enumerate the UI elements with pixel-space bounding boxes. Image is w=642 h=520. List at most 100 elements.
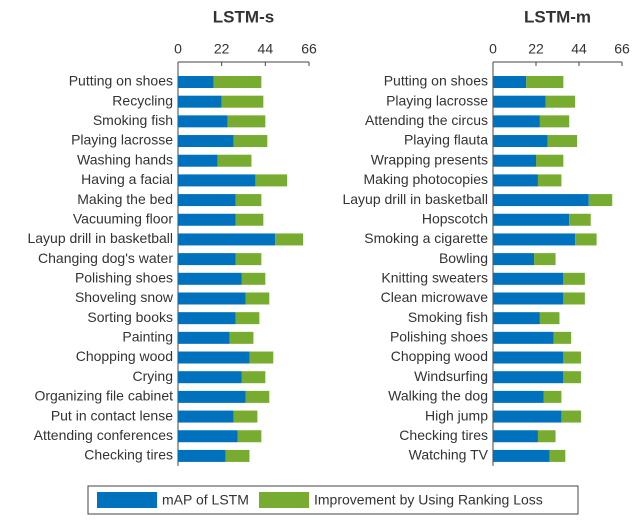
y-tick-label: Polishing shoes bbox=[390, 329, 488, 345]
bar-segment bbox=[249, 351, 274, 364]
bar-segment bbox=[178, 449, 226, 462]
y-tick-label: Layup drill in basketball bbox=[342, 191, 488, 207]
y-tick-label: Knitting sweaters bbox=[381, 270, 488, 286]
y-tick-label: Smoking a cigarette bbox=[364, 230, 488, 246]
bar-segment bbox=[178, 213, 236, 226]
bar-segment bbox=[588, 194, 613, 207]
y-tick-label: Watching TV bbox=[409, 447, 489, 463]
y-tick-label: Organizing file cabinet bbox=[34, 388, 173, 404]
bar-segment bbox=[493, 351, 564, 364]
y-tick-label: Washing hands bbox=[77, 151, 173, 167]
y-tick-label: Crying bbox=[133, 368, 173, 384]
bar-segment bbox=[255, 174, 288, 187]
bar-segment bbox=[545, 95, 576, 108]
chart-title: LSTM-m bbox=[524, 7, 591, 26]
bar-segment bbox=[217, 154, 252, 167]
bar-segment bbox=[178, 371, 242, 384]
bar-segment bbox=[178, 331, 230, 344]
bar-segment bbox=[575, 233, 597, 246]
bar-segment bbox=[178, 115, 228, 128]
bar-segment bbox=[493, 253, 535, 266]
y-tick-label: Vacuuming floor bbox=[73, 210, 173, 226]
bar-segment bbox=[563, 351, 581, 364]
bar-segment bbox=[493, 174, 538, 187]
bar-segment bbox=[178, 76, 214, 88]
y-tick-label: Putting on shoes bbox=[384, 73, 488, 89]
y-tick-label: Clean microwave bbox=[381, 289, 489, 305]
bar-segment bbox=[493, 76, 527, 88]
y-tick-label: Put in contact lense bbox=[51, 407, 173, 423]
bar-segment bbox=[178, 351, 250, 364]
bar-segment bbox=[547, 135, 578, 148]
bar-segment bbox=[178, 312, 236, 325]
x-tick-label: 0 bbox=[174, 41, 182, 57]
bar-segment bbox=[493, 135, 548, 148]
y-tick-label: Shoveling snow bbox=[75, 289, 174, 305]
bar-segment bbox=[178, 95, 222, 108]
bar-segment bbox=[563, 272, 585, 285]
bar-segment bbox=[563, 371, 581, 384]
legend-label: Improvement by Using Ranking Loss bbox=[314, 492, 543, 508]
bar-segment bbox=[178, 135, 234, 148]
y-tick-label: Sorting books bbox=[87, 309, 173, 325]
bar-segment bbox=[526, 76, 564, 88]
bar-segment bbox=[178, 390, 246, 403]
y-tick-label: Attending conferences bbox=[34, 427, 173, 443]
bar-segment bbox=[229, 331, 254, 344]
y-tick-label: Checking tires bbox=[399, 427, 488, 443]
bar-segment bbox=[213, 76, 262, 88]
x-tick-label: 22 bbox=[528, 41, 544, 57]
bar-segment bbox=[237, 430, 262, 443]
y-tick-label: Bowling bbox=[439, 250, 488, 266]
y-tick-label: Windsurfing bbox=[414, 368, 488, 384]
bar-segment bbox=[537, 174, 562, 187]
bar-segment bbox=[245, 292, 270, 305]
bar-segment bbox=[178, 194, 236, 207]
bar-segment bbox=[235, 194, 262, 207]
bar-segment bbox=[241, 371, 266, 384]
bar-segment bbox=[227, 115, 266, 128]
bar-segment bbox=[178, 430, 238, 443]
y-tick-label: Painting bbox=[122, 329, 173, 345]
x-tick-label: 44 bbox=[571, 41, 587, 57]
bar-segment bbox=[537, 430, 556, 443]
y-tick-label: Making photocopies bbox=[363, 171, 488, 187]
y-tick-label: Hopscotch bbox=[422, 210, 488, 226]
bar-segment bbox=[493, 312, 540, 325]
bar-segment bbox=[178, 253, 236, 266]
bar-segment bbox=[235, 213, 264, 226]
y-tick-label: Changing dog's water bbox=[38, 250, 173, 266]
x-tick-label: 66 bbox=[301, 41, 317, 57]
y-tick-label: Making the bed bbox=[77, 191, 173, 207]
y-tick-label: Layup drill in basketball bbox=[27, 230, 173, 246]
y-tick-label: Playing flauta bbox=[404, 132, 488, 148]
bar-segment bbox=[493, 331, 554, 344]
bar-segment bbox=[235, 312, 260, 325]
y-tick-label: Checking tires bbox=[84, 447, 173, 463]
bar-segment bbox=[493, 292, 564, 305]
y-tick-label: Chopping wood bbox=[76, 348, 173, 364]
y-tick-label: Chopping wood bbox=[391, 348, 488, 364]
y-tick-label: Polishing shoes bbox=[75, 270, 173, 286]
y-tick-label: Playing lacrosse bbox=[71, 132, 173, 148]
y-tick-label: Smoking fish bbox=[93, 112, 173, 128]
bar-segment bbox=[233, 410, 258, 423]
bar-segment bbox=[493, 154, 536, 167]
bar-segment bbox=[553, 331, 572, 344]
bar-segment bbox=[178, 292, 246, 305]
y-tick-label: Wrapping presents bbox=[371, 151, 488, 167]
y-tick-label: High jump bbox=[425, 407, 488, 423]
y-tick-label: Attending the circus bbox=[365, 112, 488, 128]
bar-segment bbox=[561, 410, 581, 423]
bar-segment bbox=[493, 272, 564, 285]
y-tick-label: Recycling bbox=[112, 92, 173, 108]
bar-segment bbox=[178, 154, 218, 167]
bar-segment bbox=[493, 410, 562, 423]
bar-segment bbox=[221, 95, 264, 108]
y-tick-label: Walking the dog bbox=[388, 388, 488, 404]
bar-segment bbox=[493, 95, 546, 108]
y-tick-label: Putting on shoes bbox=[69, 73, 173, 89]
bar-segment bbox=[245, 390, 270, 403]
bar-segment bbox=[493, 194, 589, 207]
